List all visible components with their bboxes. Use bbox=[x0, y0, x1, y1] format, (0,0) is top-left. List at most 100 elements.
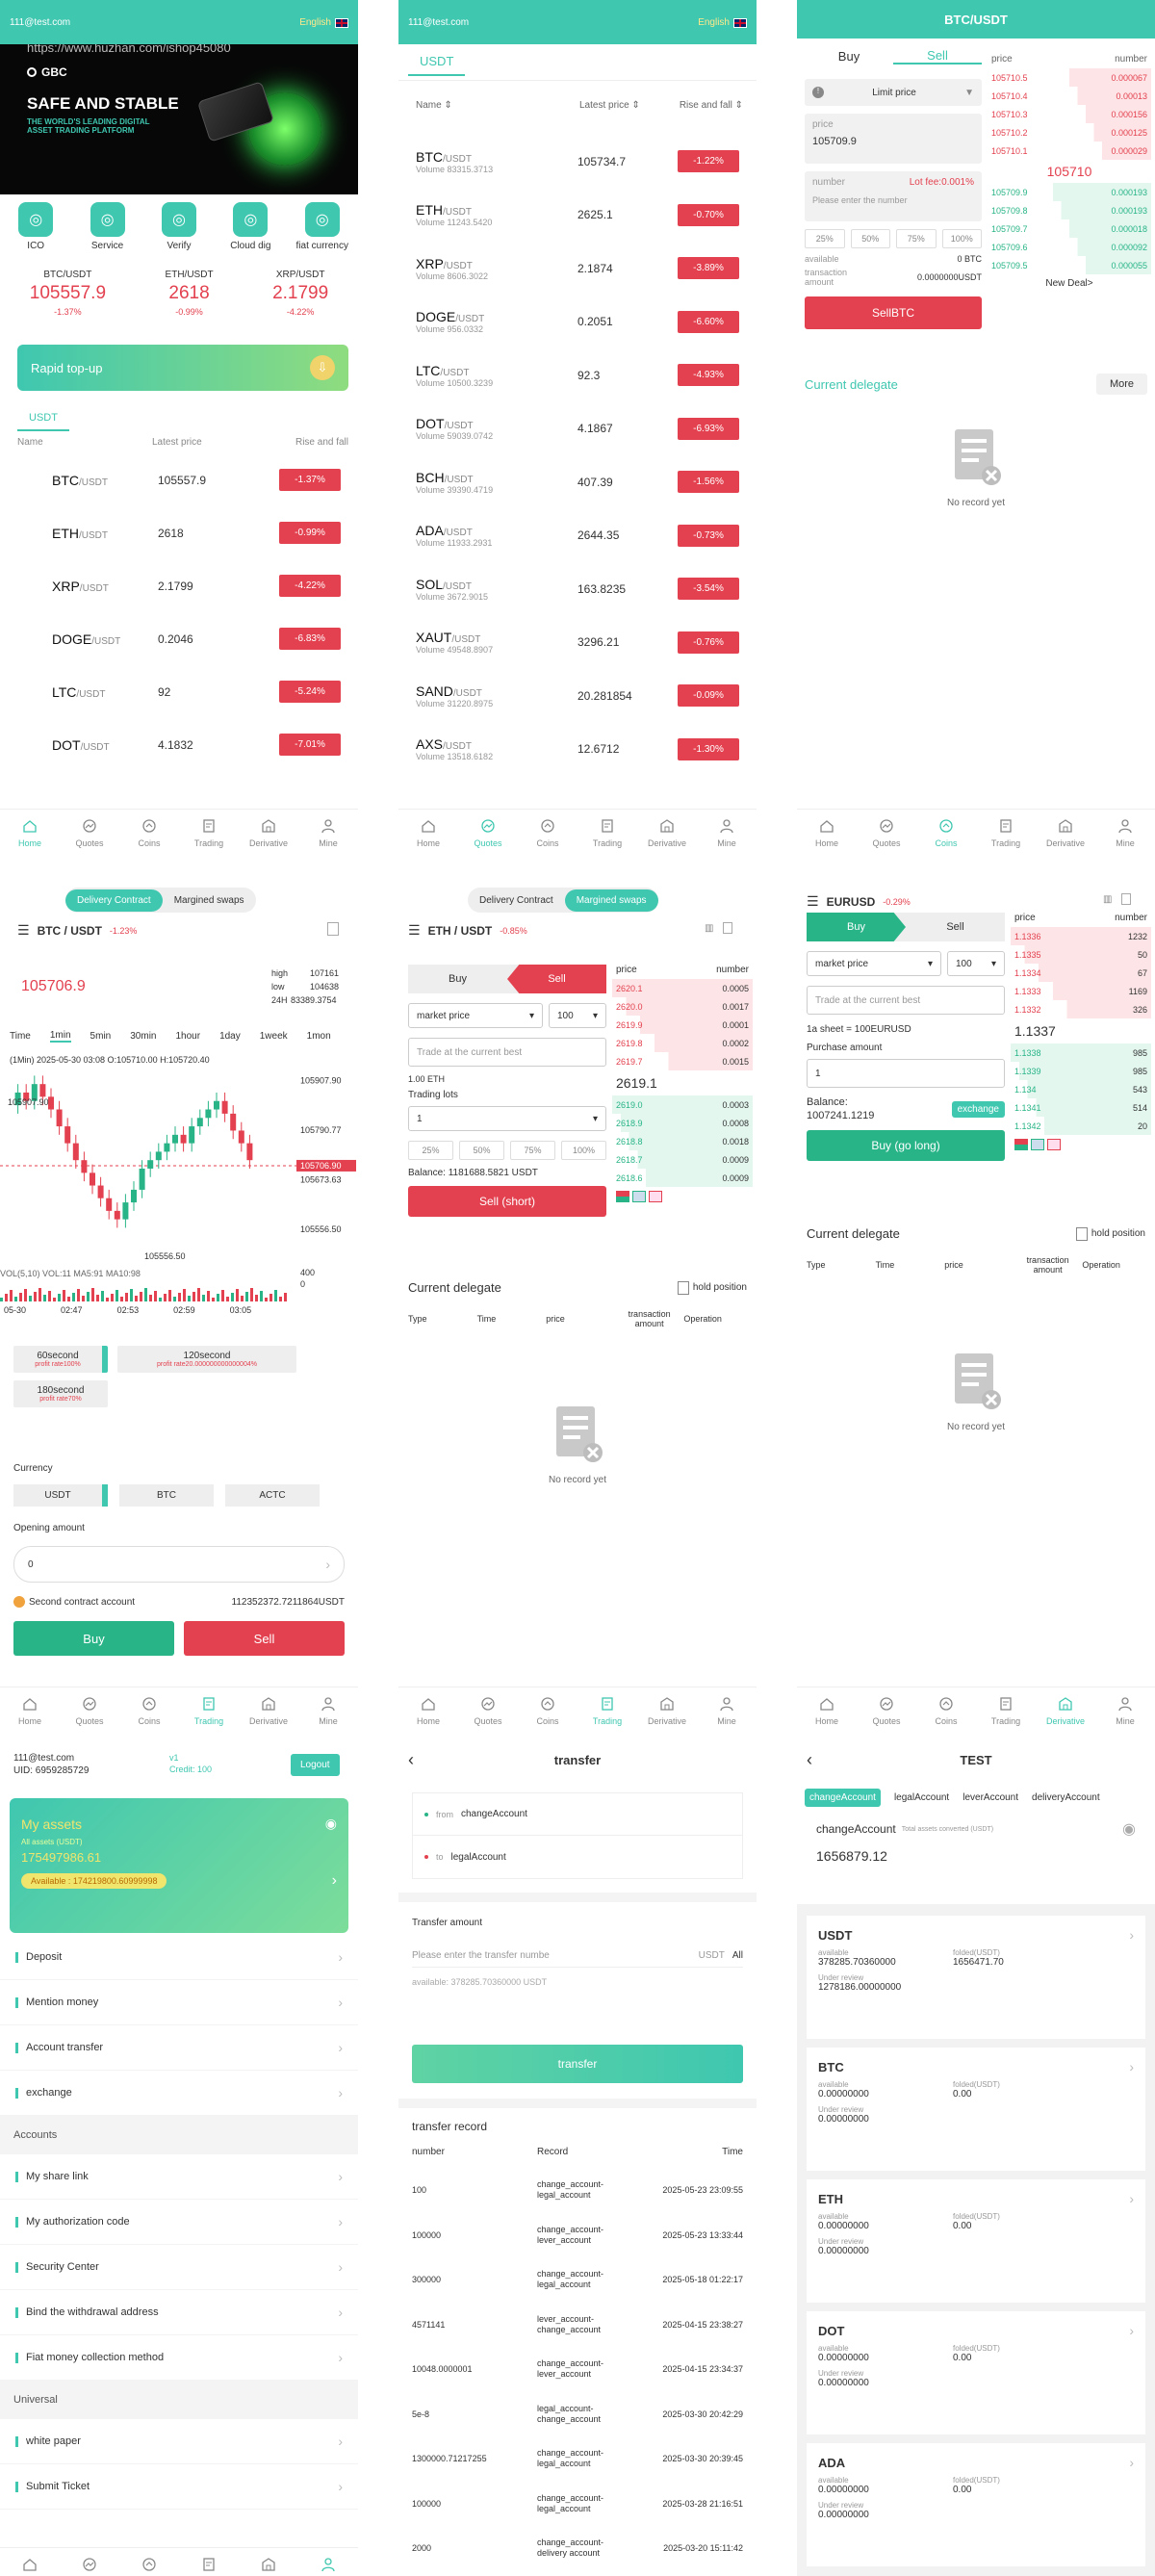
eye-icon[interactable]: ◉ bbox=[1122, 1821, 1136, 1838]
buy-tab[interactable]: Buy bbox=[449, 973, 467, 985]
bid-row[interactable]: 1.134 543 bbox=[1011, 1080, 1151, 1098]
asset-card[interactable]: USDT › available folded(USDT) 378285.70360… bbox=[807, 1916, 1145, 2039]
bid-row[interactable]: 105709.7 0.000018 bbox=[988, 219, 1151, 238]
tab-home[interactable]: Home bbox=[398, 1687, 458, 1735]
percent-button[interactable]: 25% bbox=[805, 229, 845, 248]
menu-item[interactable]: Fiat money collection method › bbox=[0, 2335, 358, 2381]
tab-home[interactable]: Home bbox=[0, 810, 60, 857]
ask-row[interactable]: 2620.1 0.0005 bbox=[612, 979, 753, 997]
tab-quotes[interactable]: Quotes bbox=[458, 810, 518, 857]
asset-card[interactable]: DOT › available folded(USDT) 0.00000000 0.0… bbox=[807, 2311, 1145, 2434]
menu-item[interactable]: Security Center › bbox=[0, 2245, 358, 2290]
back-arrow-icon[interactable]: ‹ bbox=[807, 1749, 812, 1769]
tab-trading[interactable]: Trading bbox=[179, 2548, 239, 2576]
clipboard-icon[interactable] bbox=[327, 922, 339, 936]
market-row[interactable]: ETH/USDT 2618 -0.99% bbox=[17, 506, 348, 559]
leverage-select[interactable]: 100 ▾ bbox=[549, 1003, 606, 1028]
account-tab[interactable]: changeAccount bbox=[805, 1789, 881, 1807]
menu-item[interactable]: My authorization code › bbox=[0, 2200, 358, 2245]
tab-mine[interactable]: Mine bbox=[298, 1687, 358, 1735]
candlestick-chart[interactable]: 105907.90 105790.77 105706.90 105673.63 1055… bbox=[0, 1067, 358, 1259]
tab-coins[interactable]: Coins bbox=[518, 1687, 578, 1735]
menu-item[interactable]: Submit Ticket › bbox=[0, 2464, 358, 2510]
tab-derivative[interactable]: Derivative bbox=[637, 1687, 697, 1735]
ticker-2[interactable]: XRP/USDT 2.1799 -4.22% bbox=[272, 270, 329, 317]
shortcut-1[interactable]: ◎ Service bbox=[78, 202, 138, 251]
market-row[interactable]: SAND/USDT Volume 31220.8975 20.281854 -0.09… bbox=[398, 669, 757, 723]
sell-tab[interactable]: Sell bbox=[946, 921, 964, 933]
market-row[interactable]: ETH/USDT Volume 11243.5420 2625.1 -0.70% bbox=[398, 189, 757, 243]
timeframe-tab[interactable]: 1day bbox=[219, 1031, 241, 1042]
tab-delivery-contract[interactable]: Delivery Contract bbox=[65, 889, 163, 912]
order-type-select[interactable]: ! Limit price ▼ bbox=[805, 79, 982, 106]
tab-coins[interactable]: Coins bbox=[119, 810, 179, 857]
market-row[interactable]: DOGE/USDT 0.2046 -6.83% bbox=[17, 612, 348, 665]
tab-mine[interactable]: Mine bbox=[697, 1687, 757, 1735]
period-option[interactable]: 120second profit rate20.000000000000004% bbox=[117, 1346, 296, 1373]
transfer-button[interactable]: transfer bbox=[412, 2045, 743, 2083]
percent-button[interactable]: 75% bbox=[510, 1141, 555, 1160]
tab-home[interactable]: Home bbox=[797, 810, 857, 857]
timeframe-tab[interactable]: 1week bbox=[259, 1031, 288, 1042]
menu-item[interactable]: My share link › bbox=[0, 2154, 358, 2200]
leverage-select[interactable]: 100 ▾ bbox=[947, 951, 1005, 976]
tab-quotes[interactable]: Quotes bbox=[60, 1687, 119, 1735]
percent-button[interactable]: 50% bbox=[850, 229, 890, 248]
tab-trading[interactable]: Trading bbox=[976, 1687, 1036, 1735]
sell-button[interactable]: Sell bbox=[184, 1621, 345, 1656]
buy-tab[interactable]: Buy bbox=[837, 48, 860, 64]
buy-tab[interactable]: Buy bbox=[807, 913, 906, 941]
opening-amount-input[interactable]: 0 › bbox=[13, 1546, 345, 1583]
tab-derivative[interactable]: Derivative bbox=[637, 810, 697, 857]
period-option[interactable]: 180second profit rate70% bbox=[13, 1380, 108, 1407]
chart-icon[interactable]: ▥ bbox=[1103, 893, 1113, 905]
market-row[interactable]: BCH/USDT Volume 39390.4719 407.39 -1.56% bbox=[398, 455, 757, 509]
ask-row[interactable]: 2620.0 0.0017 bbox=[612, 997, 753, 1016]
tab-trading[interactable]: Trading bbox=[179, 1687, 239, 1735]
ticker-0[interactable]: BTC/USDT 105557.9 -1.37% bbox=[29, 270, 107, 317]
menu-item[interactable]: white paper › bbox=[0, 2419, 358, 2464]
language-selector[interactable]: English bbox=[299, 17, 331, 28]
timeframe-tab[interactable]: 5min bbox=[90, 1031, 112, 1042]
percent-button[interactable]: 100% bbox=[561, 1141, 606, 1160]
market-row[interactable]: AXS/USDT Volume 13518.6182 12.6712 -1.30% bbox=[398, 723, 757, 777]
tab-derivative[interactable]: Derivative bbox=[1036, 1687, 1095, 1735]
tab-margined-swaps[interactable]: Margined swaps bbox=[564, 889, 658, 912]
tab-coins[interactable]: Coins bbox=[916, 810, 976, 857]
tab-coins[interactable]: Coins bbox=[518, 810, 578, 857]
eye-icon[interactable]: ◉ bbox=[324, 1816, 337, 1831]
ask-row[interactable]: 1.1334 67 bbox=[1011, 964, 1151, 982]
ask-row[interactable]: 2619.9 0.0001 bbox=[612, 1016, 753, 1034]
shortcut-2[interactable]: ◎ Verify bbox=[149, 202, 209, 251]
menu-item[interactable]: Account transfer › bbox=[0, 2025, 358, 2071]
tab-coins[interactable]: Coins bbox=[916, 1687, 976, 1735]
tab-mine[interactable]: Mine bbox=[298, 2548, 358, 2576]
menu-item[interactable]: Mention money › bbox=[0, 1980, 358, 2025]
tab-mine[interactable]: Mine bbox=[298, 810, 358, 857]
bid-row[interactable]: 105709.8 0.000193 bbox=[988, 201, 1151, 219]
ask-row[interactable]: 2619.7 0.0015 bbox=[612, 1052, 753, 1070]
best-price-field[interactable]: Trade at the current best bbox=[807, 986, 1005, 1015]
market-row[interactable]: LTC/USDT Volume 10500.3239 92.3 -4.93% bbox=[398, 348, 757, 402]
bid-row[interactable]: 1.1342 20 bbox=[1011, 1117, 1151, 1135]
tab-quotes[interactable]: Quotes bbox=[857, 1687, 916, 1735]
market-row[interactable]: DOGE/USDT Volume 956.0332 0.2051 -6.60% bbox=[398, 296, 757, 349]
tab-trading[interactable]: Trading bbox=[179, 810, 239, 857]
order-type-select[interactable]: market price ▾ bbox=[807, 951, 941, 976]
account-tab[interactable]: leverAccount bbox=[962, 1792, 1019, 1803]
sell-short-button[interactable]: Sell (short) bbox=[408, 1186, 606, 1217]
bid-row[interactable]: 2618.9 0.0008 bbox=[612, 1114, 753, 1132]
account-tab[interactable]: deliveryAccount bbox=[1032, 1792, 1100, 1803]
timeframe-tab[interactable]: 1hour bbox=[175, 1031, 201, 1042]
chart-icon[interactable]: ▥ bbox=[705, 922, 714, 934]
ask-row[interactable]: 1.1335 50 bbox=[1011, 945, 1151, 964]
sort-price[interactable]: Latest price ⇕ bbox=[579, 100, 640, 111]
rapid-topup-button[interactable]: Rapid top-up ⇩ bbox=[17, 345, 348, 391]
bid-row[interactable]: 2618.8 0.0018 bbox=[612, 1132, 753, 1150]
sort-change[interactable]: Rise and fall ⇕ bbox=[679, 100, 743, 111]
percent-button[interactable]: 75% bbox=[896, 229, 937, 248]
market-row[interactable]: DOT/USDT 4.1832 -7.01% bbox=[17, 718, 348, 771]
ask-row[interactable]: 105710.5 0.000067 bbox=[988, 68, 1151, 87]
ask-row[interactable]: 105710.2 0.000125 bbox=[988, 123, 1151, 142]
tab-trading[interactable]: Trading bbox=[976, 810, 1036, 857]
